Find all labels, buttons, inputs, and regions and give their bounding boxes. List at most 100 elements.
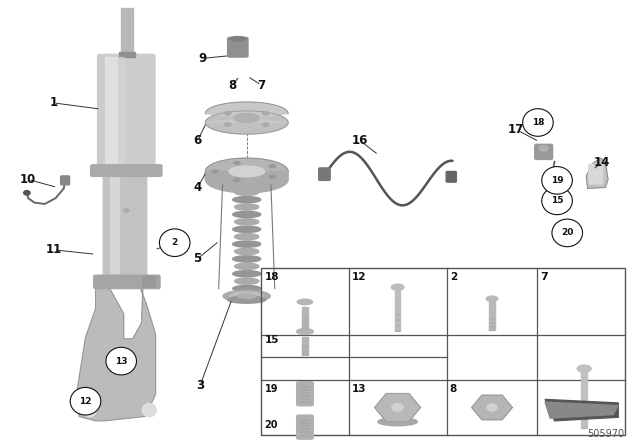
Text: 16: 16 <box>351 134 368 147</box>
Ellipse shape <box>577 365 591 372</box>
Text: 13: 13 <box>352 383 366 393</box>
FancyBboxPatch shape <box>297 415 313 439</box>
Ellipse shape <box>486 296 498 302</box>
Bar <box>121 8 132 55</box>
Ellipse shape <box>223 290 270 302</box>
Ellipse shape <box>233 285 260 292</box>
Text: 4: 4 <box>193 181 202 194</box>
FancyBboxPatch shape <box>94 275 160 289</box>
Polygon shape <box>77 280 156 421</box>
Text: 6: 6 <box>193 134 202 147</box>
Text: 20: 20 <box>561 228 573 237</box>
FancyBboxPatch shape <box>589 164 603 184</box>
Text: 8: 8 <box>450 383 457 393</box>
Ellipse shape <box>297 329 313 335</box>
Ellipse shape <box>142 404 156 417</box>
Bar <box>395 290 401 332</box>
Polygon shape <box>472 395 513 420</box>
Ellipse shape <box>233 271 260 277</box>
Ellipse shape <box>540 146 548 151</box>
Ellipse shape <box>230 292 264 300</box>
FancyBboxPatch shape <box>91 165 162 177</box>
Text: 7: 7 <box>540 271 548 282</box>
Ellipse shape <box>70 388 100 415</box>
Ellipse shape <box>235 248 259 254</box>
Text: 3: 3 <box>196 379 204 392</box>
FancyBboxPatch shape <box>297 382 313 406</box>
Text: 8: 8 <box>228 78 236 91</box>
FancyBboxPatch shape <box>103 171 147 281</box>
Text: 17: 17 <box>508 123 524 136</box>
Text: 20: 20 <box>264 420 278 430</box>
Text: 1: 1 <box>49 96 58 109</box>
Ellipse shape <box>124 209 129 212</box>
Text: 2: 2 <box>450 271 457 282</box>
Text: 2: 2 <box>172 238 178 247</box>
Ellipse shape <box>541 187 572 215</box>
Bar <box>261 268 625 435</box>
FancyBboxPatch shape <box>61 176 70 185</box>
Bar <box>490 302 495 331</box>
Ellipse shape <box>233 211 260 218</box>
Polygon shape <box>205 102 288 122</box>
Ellipse shape <box>233 256 260 262</box>
Text: 19: 19 <box>551 176 563 185</box>
Polygon shape <box>229 166 264 177</box>
Ellipse shape <box>233 226 260 233</box>
FancyBboxPatch shape <box>98 54 155 175</box>
FancyBboxPatch shape <box>143 276 156 287</box>
Text: 5: 5 <box>193 252 202 265</box>
Text: 19: 19 <box>264 384 278 394</box>
Ellipse shape <box>541 167 572 194</box>
Bar <box>302 337 308 355</box>
Ellipse shape <box>235 263 259 269</box>
Ellipse shape <box>230 37 246 41</box>
Bar <box>109 174 118 276</box>
Polygon shape <box>374 394 420 422</box>
Text: 15: 15 <box>264 335 279 345</box>
Ellipse shape <box>235 278 259 284</box>
Bar <box>119 57 124 170</box>
Text: 13: 13 <box>115 357 127 366</box>
Polygon shape <box>234 114 259 122</box>
Ellipse shape <box>233 197 260 203</box>
Ellipse shape <box>269 175 276 178</box>
FancyBboxPatch shape <box>446 172 456 182</box>
Text: 12: 12 <box>79 396 92 406</box>
Ellipse shape <box>392 404 403 412</box>
Ellipse shape <box>225 112 231 115</box>
Ellipse shape <box>212 170 218 173</box>
Bar <box>581 372 588 428</box>
Polygon shape <box>545 402 618 418</box>
Ellipse shape <box>487 404 497 411</box>
Ellipse shape <box>24 190 30 195</box>
Text: 11: 11 <box>45 243 62 256</box>
Ellipse shape <box>378 418 417 426</box>
Ellipse shape <box>233 182 260 188</box>
Bar <box>105 57 116 170</box>
Ellipse shape <box>234 161 240 164</box>
Ellipse shape <box>262 112 269 115</box>
Text: 15: 15 <box>551 196 563 205</box>
Ellipse shape <box>228 296 266 303</box>
Text: 18: 18 <box>264 271 279 282</box>
Ellipse shape <box>159 229 190 257</box>
Ellipse shape <box>83 404 97 417</box>
Bar <box>118 52 135 57</box>
FancyBboxPatch shape <box>319 168 330 181</box>
Ellipse shape <box>552 219 582 247</box>
Polygon shape <box>205 172 288 193</box>
Text: 505970: 505970 <box>588 429 625 439</box>
Polygon shape <box>586 158 608 188</box>
Polygon shape <box>205 111 288 134</box>
Ellipse shape <box>391 284 404 290</box>
Ellipse shape <box>262 123 269 126</box>
Ellipse shape <box>269 165 276 168</box>
Text: 10: 10 <box>20 173 36 186</box>
Ellipse shape <box>235 219 259 225</box>
Text: 7: 7 <box>257 78 266 91</box>
Text: 18: 18 <box>532 118 544 127</box>
Ellipse shape <box>298 299 312 305</box>
Polygon shape <box>205 158 288 185</box>
Ellipse shape <box>106 347 136 375</box>
